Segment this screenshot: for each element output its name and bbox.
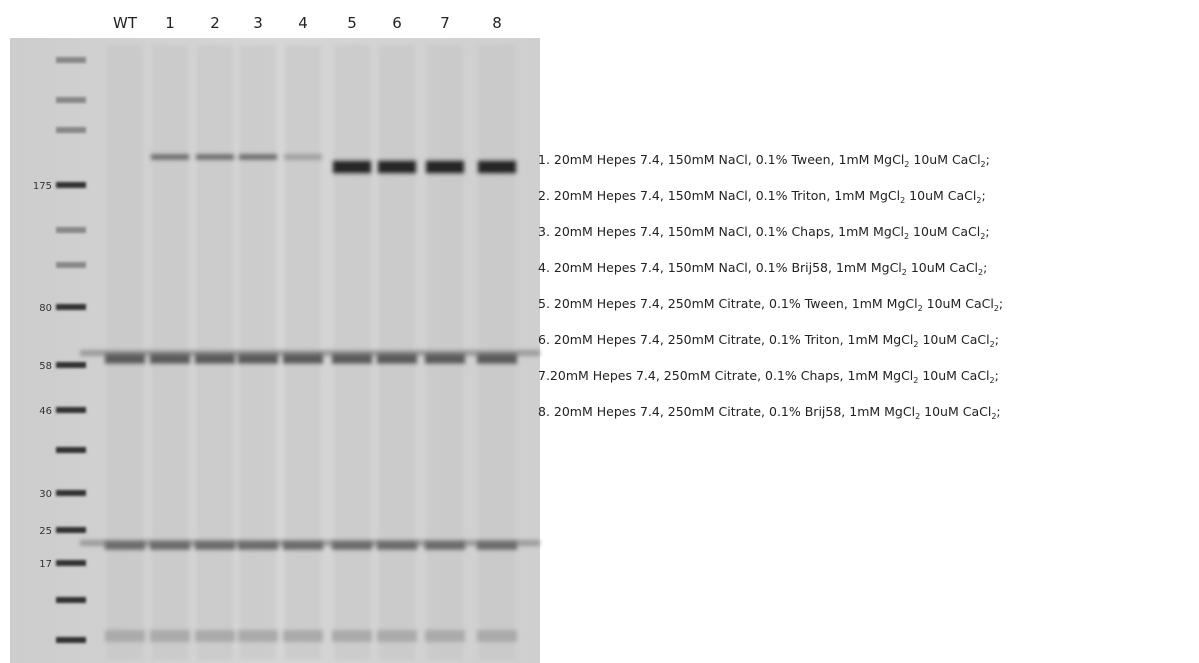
ladder-band	[56, 182, 86, 188]
band	[377, 630, 417, 642]
band	[195, 630, 235, 642]
lane-label: 6	[392, 14, 402, 32]
legend-text: 1. 20mM Hepes 7.4, 150mM NaCl, 0.1% Twee…	[538, 152, 904, 167]
band	[238, 630, 278, 642]
legend-text: 10uM CaCl	[918, 368, 989, 383]
legend-text: 2. 20mM Hepes 7.4, 150mM NaCl, 0.1% Trit…	[538, 188, 900, 203]
band	[80, 350, 540, 356]
lane-label: 1	[165, 14, 175, 32]
band	[105, 630, 145, 642]
band	[284, 154, 322, 160]
lane-label: WT	[113, 14, 138, 32]
legend-text: 10uM CaCl	[923, 296, 994, 311]
legend-text: ;	[983, 260, 987, 275]
gel-figure: WT 1 2 3 4 5 6 7 8 175 80 58 46 30 25 17 1. 20mM Hepes 7…	[0, 0, 1199, 663]
band	[80, 540, 540, 546]
ladder-band	[56, 97, 86, 103]
band	[378, 160, 416, 174]
lane-label: 2	[210, 14, 220, 32]
ladder-band	[56, 262, 86, 268]
marker-label: 25	[39, 526, 52, 537]
band	[239, 154, 277, 160]
lane-label: 5	[347, 14, 357, 32]
band	[477, 630, 517, 642]
legend-line: 6. 20mM Hepes 7.4, 250mM Citrate, 0.1% T…	[538, 332, 999, 349]
legend-text: ;	[986, 152, 990, 167]
legend-text: ;	[999, 296, 1003, 311]
ladder-band	[56, 127, 86, 133]
ladder-band	[56, 447, 86, 453]
legend-text: 10uM CaCl	[909, 152, 980, 167]
band	[151, 154, 189, 160]
ladder-band	[56, 362, 86, 368]
legend-text: 10uM CaCl	[920, 404, 991, 419]
band	[332, 630, 372, 642]
legend-text: 7.20mM Hepes 7.4, 250mM Citrate, 0.1% Ch…	[538, 368, 913, 383]
ladder-band	[56, 597, 86, 603]
band	[425, 630, 465, 642]
legend-text: 8. 20mM Hepes 7.4, 250mM Citrate, 0.1% B…	[538, 404, 915, 419]
ladder-band	[56, 407, 86, 413]
legend-line: 2. 20mM Hepes 7.4, 150mM NaCl, 0.1% Trit…	[538, 188, 986, 205]
legend-text: ;	[996, 404, 1000, 419]
legend-text: ;	[985, 224, 989, 239]
band	[333, 160, 371, 174]
ladder-band	[56, 304, 86, 310]
legend-text: 5. 20mM Hepes 7.4, 250mM Citrate, 0.1% T…	[538, 296, 918, 311]
legend-line: 8. 20mM Hepes 7.4, 250mM Citrate, 0.1% B…	[538, 404, 1001, 421]
legend-line: 3. 20mM Hepes 7.4, 150mM NaCl, 0.1% Chap…	[538, 224, 990, 241]
band	[426, 160, 464, 174]
band	[283, 630, 323, 642]
legend-text: 3. 20mM Hepes 7.4, 150mM NaCl, 0.1% Chap…	[538, 224, 904, 239]
marker-label: 58	[39, 361, 52, 372]
ladder-band	[56, 637, 86, 643]
ladder-band	[56, 227, 86, 233]
lane-label: 7	[440, 14, 450, 32]
marker-label: 175	[33, 181, 52, 192]
legend-text: 4. 20mM Hepes 7.4, 150mM NaCl, 0.1% Brij…	[538, 260, 902, 275]
legend-text: ;	[981, 188, 985, 203]
legend-text: 10uM CaCl	[907, 260, 978, 275]
legend-line: 5. 20mM Hepes 7.4, 250mM Citrate, 0.1% T…	[538, 296, 1003, 313]
legend-text: 10uM CaCl	[909, 224, 980, 239]
marker-label: 46	[39, 406, 52, 417]
lane-label: 4	[298, 14, 308, 32]
ladder-band	[56, 490, 86, 496]
lane-label: 3	[253, 14, 263, 32]
legend-text: ;	[995, 368, 999, 383]
marker-label: 17	[39, 559, 52, 570]
legend-text: 10uM CaCl	[918, 332, 989, 347]
legend-text: 6. 20mM Hepes 7.4, 250mM Citrate, 0.1% T…	[538, 332, 913, 347]
legend-line: 1. 20mM Hepes 7.4, 150mM NaCl, 0.1% Twee…	[538, 152, 990, 169]
marker-label: 30	[39, 489, 52, 500]
lane-label: 8	[492, 14, 502, 32]
ladder-band	[56, 57, 86, 63]
legend-line: 7.20mM Hepes 7.4, 250mM Citrate, 0.1% Ch…	[538, 368, 999, 385]
legend-text: ;	[995, 332, 999, 347]
legend-text: 10uM CaCl	[905, 188, 976, 203]
ladder-band	[56, 560, 86, 566]
band	[478, 160, 516, 174]
legend-line: 4. 20mM Hepes 7.4, 150mM NaCl, 0.1% Brij…	[538, 260, 987, 277]
band	[196, 154, 234, 160]
marker-label: 80	[39, 303, 52, 314]
ladder-band	[56, 527, 86, 533]
band	[150, 630, 190, 642]
